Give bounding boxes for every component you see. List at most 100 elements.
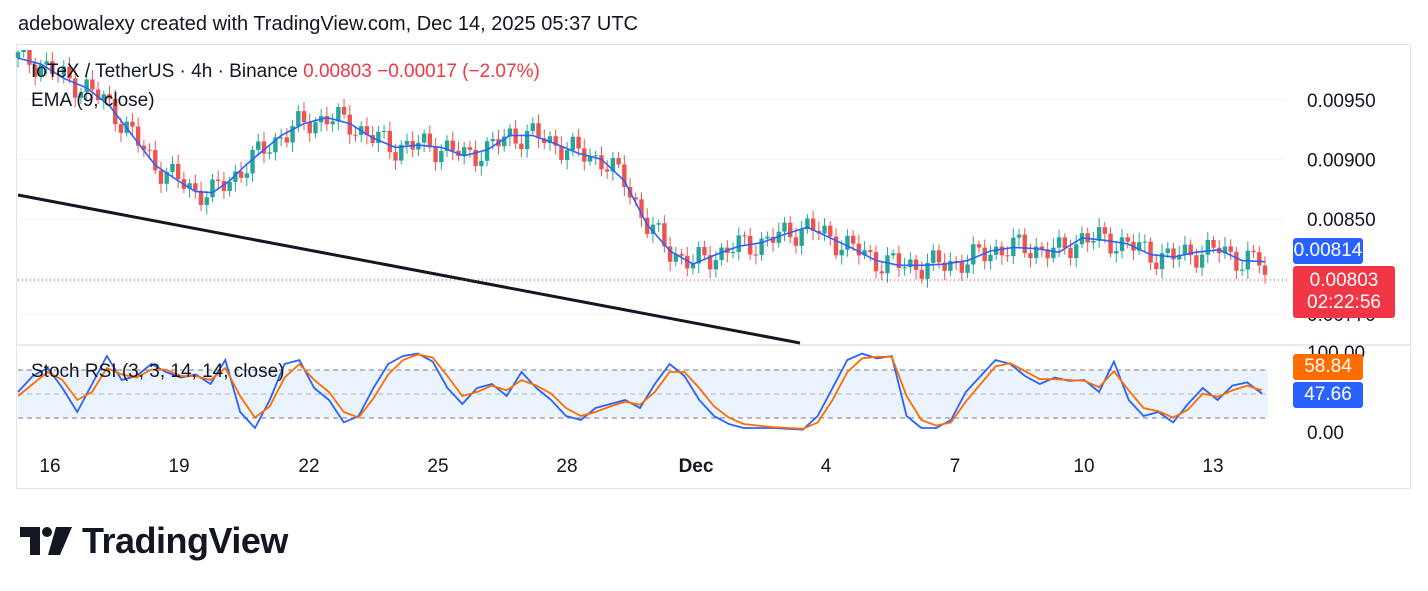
- candle-body: [387, 130, 393, 153]
- candle-body: [896, 253, 902, 269]
- ema-price-tag: 0.00814: [1293, 238, 1363, 264]
- candle-body: [416, 142, 421, 150]
- candle-body: [1234, 251, 1239, 271]
- candle-body: [1148, 241, 1153, 263]
- candle-body: [261, 141, 267, 154]
- candle-body: [1102, 227, 1108, 234]
- candle-body: [1205, 240, 1210, 255]
- candle-body: [971, 244, 976, 265]
- candle-body: [479, 160, 484, 167]
- candle-body: [599, 155, 604, 170]
- close-price-tag: 0.00803 02:22:56: [1293, 266, 1395, 318]
- y-tick-label: 0.00950: [1307, 91, 1376, 112]
- candle-body: [158, 170, 164, 184]
- candle-body: [256, 141, 261, 150]
- x-tick-label: 4: [821, 456, 832, 477]
- candle-body: [1125, 237, 1130, 242]
- candle-body: [530, 123, 536, 131]
- candle-body: [1096, 227, 1102, 241]
- candle-body: [1182, 244, 1188, 255]
- candle-body: [810, 218, 816, 231]
- candle-body: [633, 197, 638, 200]
- x-tick-label: 7: [950, 456, 961, 477]
- stoch-rsi-legend[interactable]: Stoch RSI (3, 3, 14, 14, close): [31, 361, 285, 382]
- candle-body: [433, 147, 438, 163]
- candle-body: [856, 243, 862, 256]
- candle-body: [576, 136, 581, 149]
- candle-body: [404, 140, 410, 145]
- candle-body: [1171, 248, 1176, 260]
- candle-body: [770, 236, 776, 243]
- x-tick-label: 22: [298, 456, 319, 477]
- candle-body: [942, 262, 947, 271]
- candle-body: [113, 98, 118, 125]
- candle-body: [1074, 244, 1079, 259]
- close-price-value: 0.00803: [1309, 270, 1379, 291]
- ema-legend[interactable]: EMA (9, close): [31, 90, 155, 111]
- candle-body: [193, 183, 198, 191]
- candle-body: [507, 128, 513, 137]
- stoch-k-tag: 58.84: [1293, 354, 1363, 380]
- candle-body: [450, 140, 455, 151]
- candle-body: [44, 61, 49, 65]
- x-tick-label: 25: [427, 456, 448, 477]
- candle-body: [221, 180, 227, 191]
- trendline: [17, 193, 801, 345]
- candle-body: [1005, 255, 1010, 257]
- candle-body: [21, 50, 26, 53]
- candle-body: [444, 140, 450, 151]
- candle-body: [324, 116, 330, 125]
- candle-body: [227, 181, 232, 191]
- candle-body: [353, 134, 358, 136]
- candle-body: [679, 253, 684, 256]
- candle-body: [1262, 265, 1268, 275]
- candle-body: [793, 237, 799, 246]
- candle-body: [519, 143, 524, 150]
- bar-countdown: 02:22:56: [1307, 292, 1381, 313]
- candle-body: [805, 218, 810, 230]
- x-tick-label: 10: [1073, 456, 1094, 477]
- candle-body: [1039, 246, 1045, 250]
- candle-body: [1165, 248, 1170, 254]
- candle-body: [204, 197, 209, 206]
- tradingview-logo[interactable]: TradingView: [20, 520, 288, 562]
- candle-body: [610, 158, 616, 172]
- candle-body: [141, 145, 147, 150]
- candle-body: [67, 66, 72, 79]
- candle-body: [198, 190, 204, 206]
- candle-body: [101, 94, 107, 101]
- candle-body: [925, 262, 930, 279]
- candle-body: [885, 255, 890, 274]
- x-tick-label: 16: [39, 456, 60, 477]
- candle-body: [736, 235, 741, 253]
- candle-body: [61, 66, 66, 75]
- x-tick-label: 28: [556, 456, 577, 477]
- candle-body: [839, 249, 844, 256]
- candle-body: [130, 121, 135, 127]
- candle-body: [1033, 246, 1039, 259]
- candle-body: [696, 247, 701, 264]
- candle-body: [902, 267, 907, 269]
- candle-body: [604, 169, 610, 172]
- candle-body: [233, 171, 238, 182]
- candle-body: [782, 222, 787, 232]
- candle-body: [210, 179, 215, 198]
- candle-body: [965, 264, 970, 273]
- candle-body: [1194, 255, 1199, 268]
- x-tick-label: 13: [1202, 456, 1223, 477]
- candle-body: [336, 106, 341, 122]
- chart-caption: adebowalexy created with TradingView.com…: [18, 13, 638, 35]
- candle-body: [982, 247, 987, 262]
- symbol-legend[interactable]: IoTeX / TetherUS · 4h · Binance 0.00803 …: [31, 61, 540, 83]
- candle-body: [702, 247, 707, 256]
- x-tick-label: 19: [168, 456, 189, 477]
- chart-frame: [16, 44, 1411, 489]
- candle-body: [799, 229, 804, 246]
- candle-body: [370, 135, 375, 143]
- candle-body: [953, 260, 959, 262]
- candle-body: [461, 147, 467, 157]
- candle-body: [753, 254, 759, 256]
- candle-body: [959, 261, 965, 273]
- candle-body: [1199, 254, 1205, 268]
